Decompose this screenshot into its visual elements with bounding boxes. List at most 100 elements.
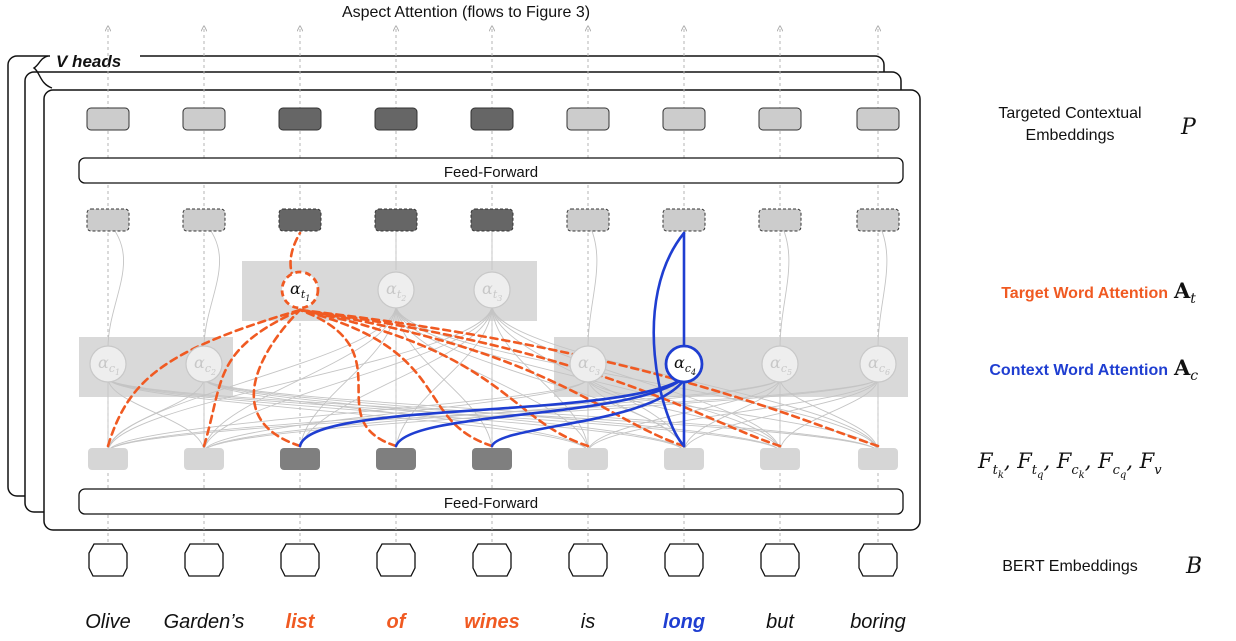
targeted-symbol: P <box>1180 115 1197 140</box>
target-attention-curve <box>298 308 398 448</box>
target-attention-node <box>280 270 320 310</box>
pre-feedforward-box <box>758 208 802 232</box>
feed-forward-bottom-label: Feed-Forward <box>444 495 538 512</box>
input-word: wines <box>464 611 520 633</box>
connection-line <box>203 304 397 453</box>
pre-feedforward-box <box>278 208 322 232</box>
connection-line <box>587 221 598 349</box>
connection-line <box>683 377 879 453</box>
targeted-embedding-row <box>86 107 900 131</box>
right-labels: Targeted Contextual Embeddings P Target … <box>977 105 1202 579</box>
input-word: list <box>286 611 316 633</box>
target-attention-symbol: At <box>1173 278 1196 307</box>
targeted-label-line2: Embeddings <box>1026 127 1115 144</box>
context-attention-symbol: Ac <box>1173 355 1198 384</box>
bert-symbol: B <box>1185 554 1202 579</box>
feature-box <box>568 448 608 470</box>
context-attention-node <box>185 345 223 383</box>
context-attention-node <box>89 345 127 383</box>
target-attention-curve <box>252 308 302 448</box>
bert-embedding-box <box>568 543 608 577</box>
pre-feedforward-box <box>566 208 610 232</box>
background-connections <box>107 221 888 453</box>
target-attention-curves <box>106 231 880 448</box>
bert-embedding-box <box>376 543 416 577</box>
bert-embedding-box <box>472 543 512 577</box>
pre-feedforward-box <box>374 208 418 232</box>
pre-feedforward-box <box>856 208 900 232</box>
bert-embedding-box <box>664 543 704 577</box>
feature-row <box>88 448 898 470</box>
feed-forward-top-label: Feed-Forward <box>444 164 538 181</box>
bert-embedding-box <box>858 543 898 577</box>
targeted-embedding-box <box>566 107 610 131</box>
bert-embedding-box <box>280 543 320 577</box>
target-attention-node <box>473 271 511 309</box>
context-attention-panel-right <box>554 337 908 397</box>
connection-line <box>877 221 888 349</box>
input-word: long <box>663 611 705 633</box>
input-word: is <box>581 611 595 633</box>
feature-box <box>472 448 512 470</box>
feature-box <box>376 448 416 470</box>
heads-label: V heads <box>56 52 121 71</box>
targeted-embedding-box <box>182 107 226 131</box>
context-attention-curves <box>298 231 686 448</box>
targeted-embedding-box <box>374 107 418 131</box>
pre-feedforward-row <box>86 208 900 232</box>
connection-line <box>107 377 685 453</box>
input-word: boring <box>850 611 906 633</box>
context-attention-node <box>859 345 897 383</box>
targeted-embedding-box <box>856 107 900 131</box>
feature-box <box>280 448 320 470</box>
targeted-label-line1: Targeted Contextual <box>998 105 1141 122</box>
connection-line <box>203 221 220 349</box>
connection-line <box>107 221 124 349</box>
target-attention-label: Target Word Attention <box>1001 285 1168 302</box>
context-attention-curve <box>490 378 686 448</box>
bert-label: BERT Embeddings <box>1002 558 1137 575</box>
context-attention-label: Context Word Attention <box>989 362 1168 379</box>
connection-line <box>107 377 205 453</box>
input-word: but <box>766 611 795 633</box>
feed-forward-top-bar <box>78 157 904 184</box>
feature-f-tk: F <box>977 449 994 473</box>
targeted-embedding-box <box>470 107 514 131</box>
target-attention-node <box>377 271 415 309</box>
target-attention-curve <box>298 308 686 448</box>
feature-box <box>760 448 800 470</box>
bert-embedding-box <box>760 543 800 577</box>
feature-box <box>664 448 704 470</box>
context-attention-curve <box>652 231 686 448</box>
bert-embedding-box <box>184 543 224 577</box>
feature-symbols: Ftk, Ftq, Fck, Fcq, Fv <box>977 449 1162 481</box>
connection-line <box>107 377 879 453</box>
feature-box <box>88 448 128 470</box>
input-word: Olive <box>85 611 131 633</box>
target-attention-curve <box>298 308 782 448</box>
context-attention-node <box>664 344 704 384</box>
bert-embedding-box <box>88 543 128 577</box>
context-attention-curve <box>394 376 686 448</box>
context-attention-node <box>569 345 607 383</box>
connection-line <box>107 377 589 453</box>
targeted-embedding-box <box>662 107 706 131</box>
pre-feedforward-box <box>86 208 130 232</box>
connection-line <box>779 377 879 453</box>
input-words: Olive Garden’s list of wines is long but boring <box>85 611 906 633</box>
target-attention-curve <box>106 308 302 448</box>
input-word: of <box>387 611 408 633</box>
bert-embedding-row <box>88 543 898 577</box>
heads-brace <box>32 55 53 89</box>
heads-label-bg <box>50 50 140 70</box>
feature-box <box>184 448 224 470</box>
target-attention-curve <box>202 308 302 448</box>
target-attention-curve <box>298 308 880 448</box>
input-word: Garden’s <box>164 611 245 633</box>
pre-feedforward-box <box>182 208 226 232</box>
targeted-embedding-box <box>86 107 130 131</box>
target-attention-curve <box>298 308 494 448</box>
pre-feedforward-box <box>662 208 706 232</box>
